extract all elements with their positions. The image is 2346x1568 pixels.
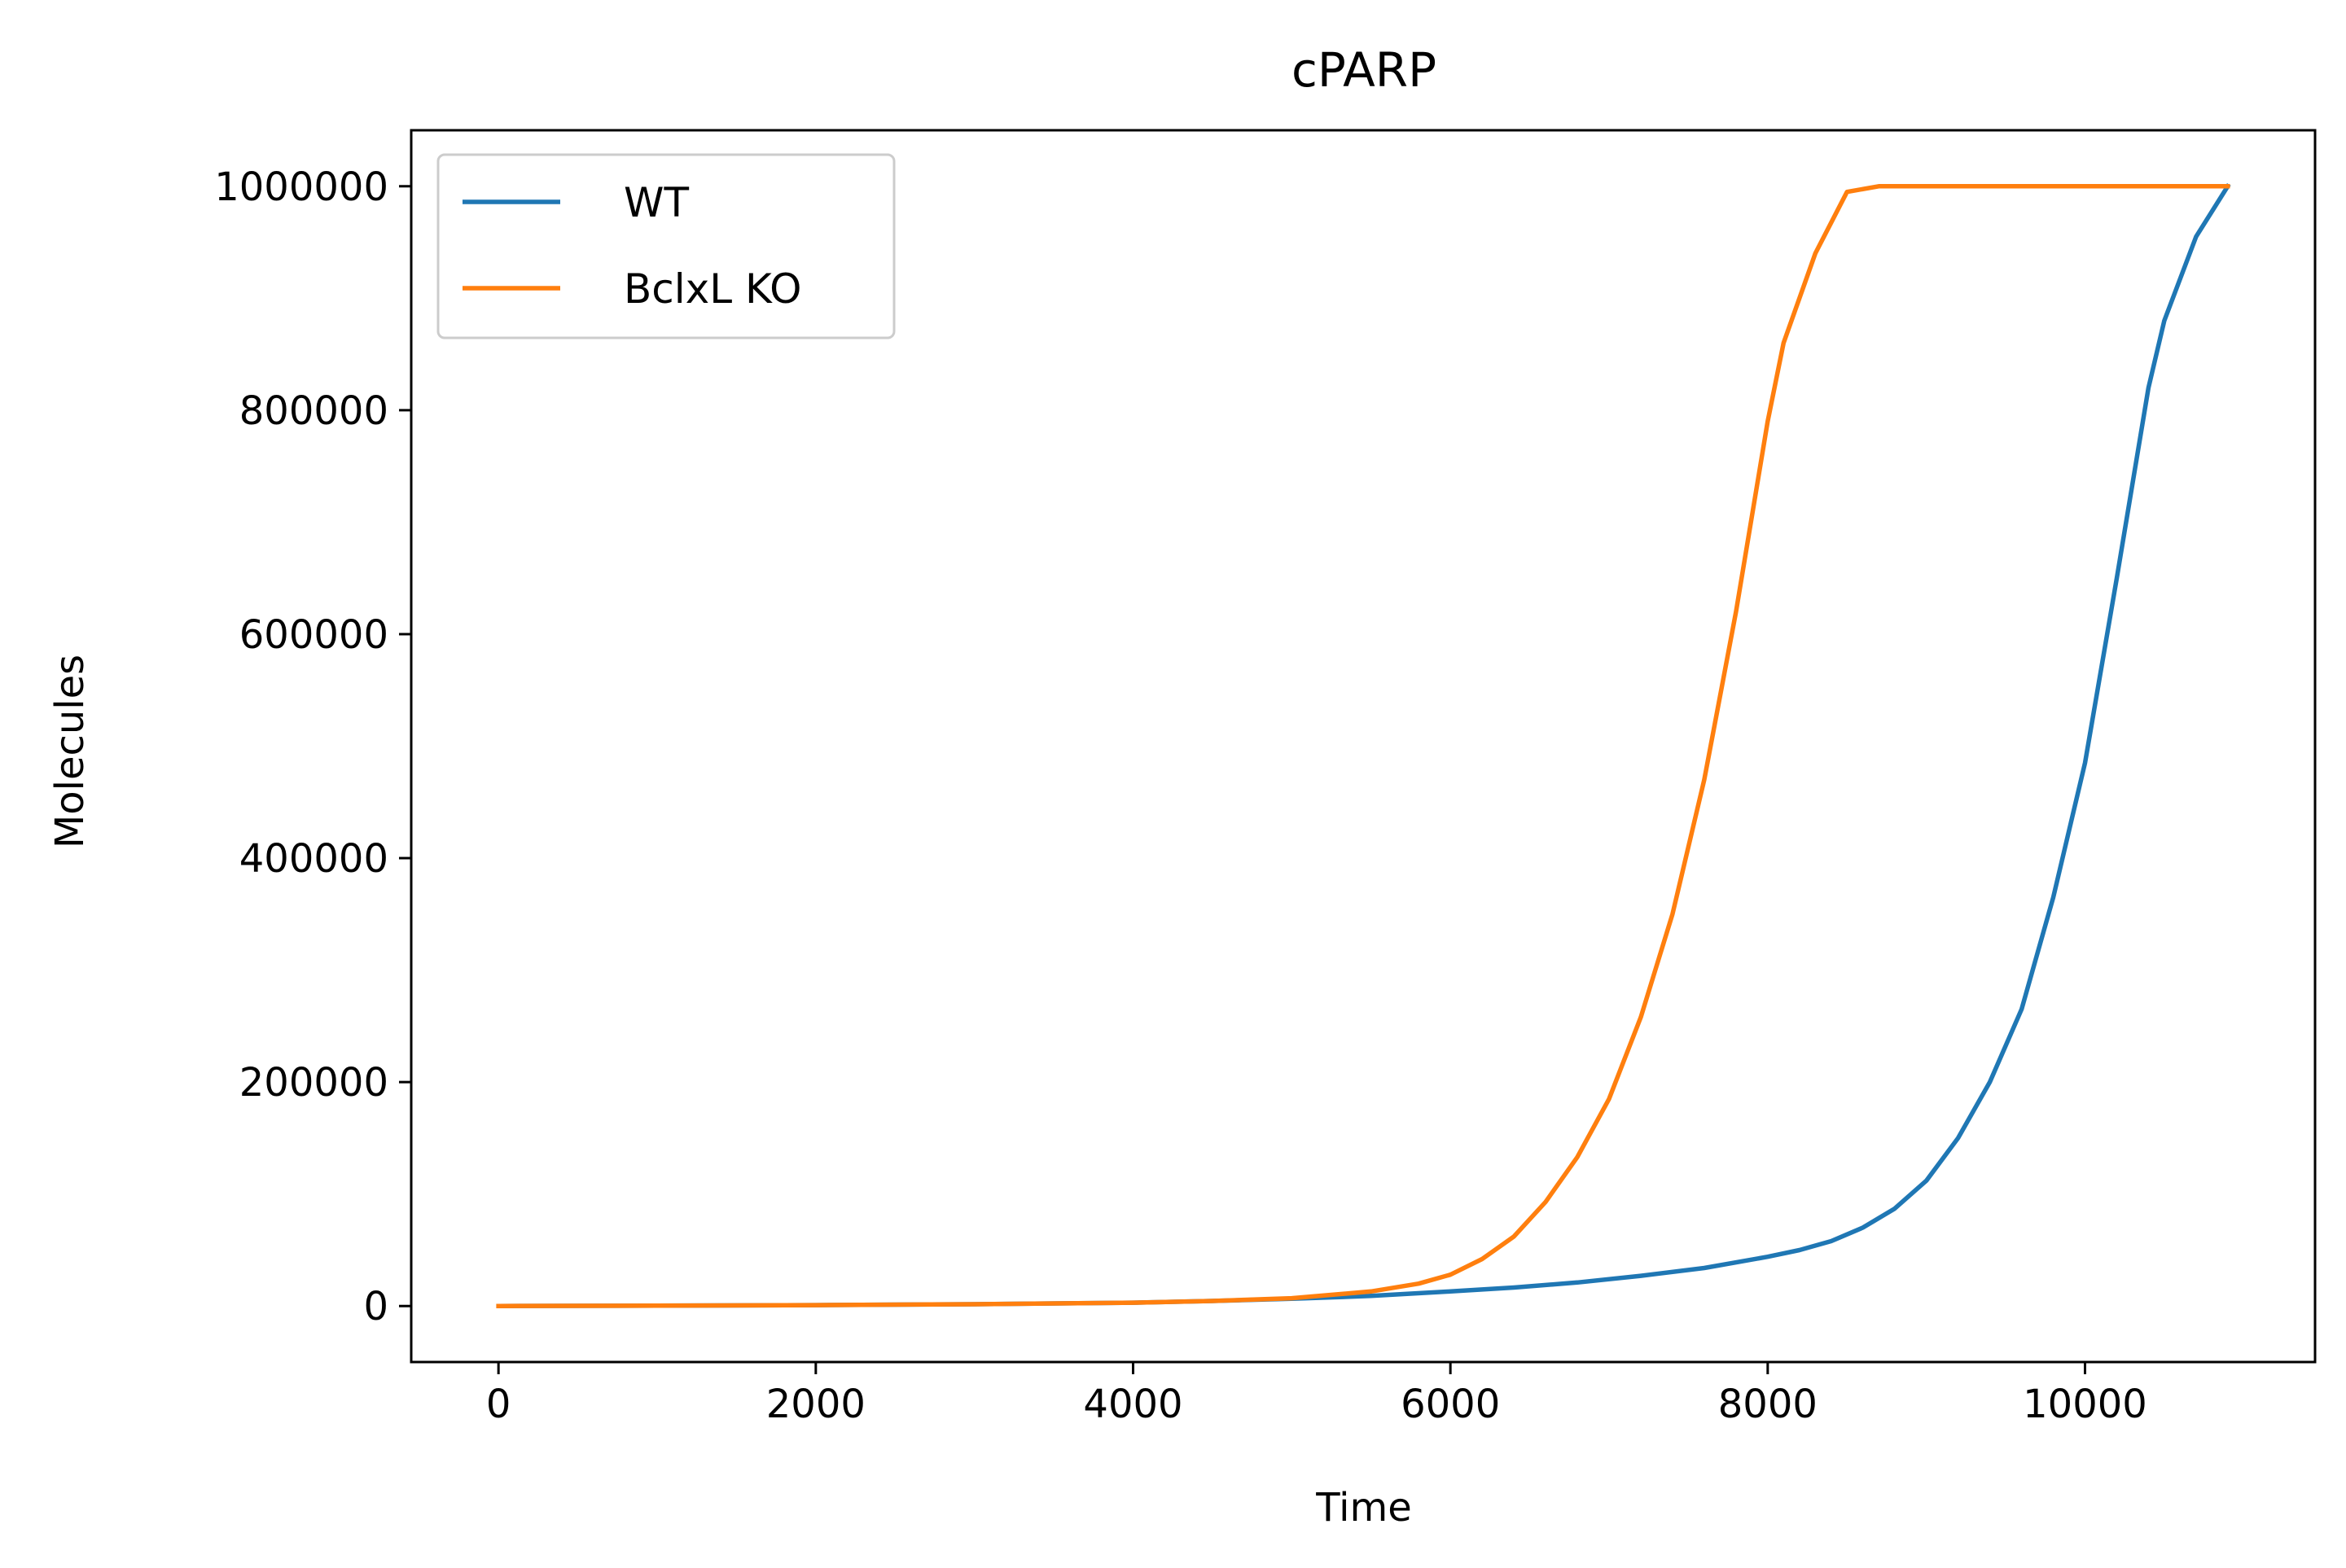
- x-axis-ticks: 0 2000 4000 6000 8000 10000: [486, 1362, 2147, 1427]
- y-axis-ticks: 0 200000 400000 600000 800000 1000000: [214, 164, 411, 1329]
- x-axis-label: Time: [1315, 1485, 1411, 1531]
- x-tick-label: 6000: [1401, 1382, 1500, 1427]
- legend-label: WT: [624, 179, 689, 226]
- series-lines: [496, 183, 2231, 1308]
- y-tick-label: 800000: [239, 388, 388, 434]
- legend: WT BclxL KO: [436, 153, 896, 339]
- x-tick-label: 0: [486, 1382, 511, 1427]
- series-line-wt: [496, 183, 2231, 1308]
- y-tick-label: 1000000: [214, 164, 388, 210]
- series-line-bclxl-ko: [496, 184, 2230, 1308]
- y-tick-label: 600000: [239, 612, 388, 658]
- legend-label: BclxL KO: [624, 265, 801, 313]
- x-tick-label: 2000: [766, 1382, 866, 1427]
- x-tick-label: 4000: [1083, 1382, 1182, 1427]
- chart-title: cPARP: [1291, 42, 1436, 98]
- y-tick-label: 400000: [239, 836, 388, 882]
- y-axis-label: Molecules: [47, 655, 93, 848]
- y-tick-label: 200000: [239, 1060, 388, 1106]
- y-tick-label: 0: [363, 1284, 388, 1329]
- axes-frame: [410, 129, 2317, 1364]
- x-tick-label: 10000: [2023, 1382, 2147, 1427]
- x-tick-label: 8000: [1718, 1382, 1818, 1427]
